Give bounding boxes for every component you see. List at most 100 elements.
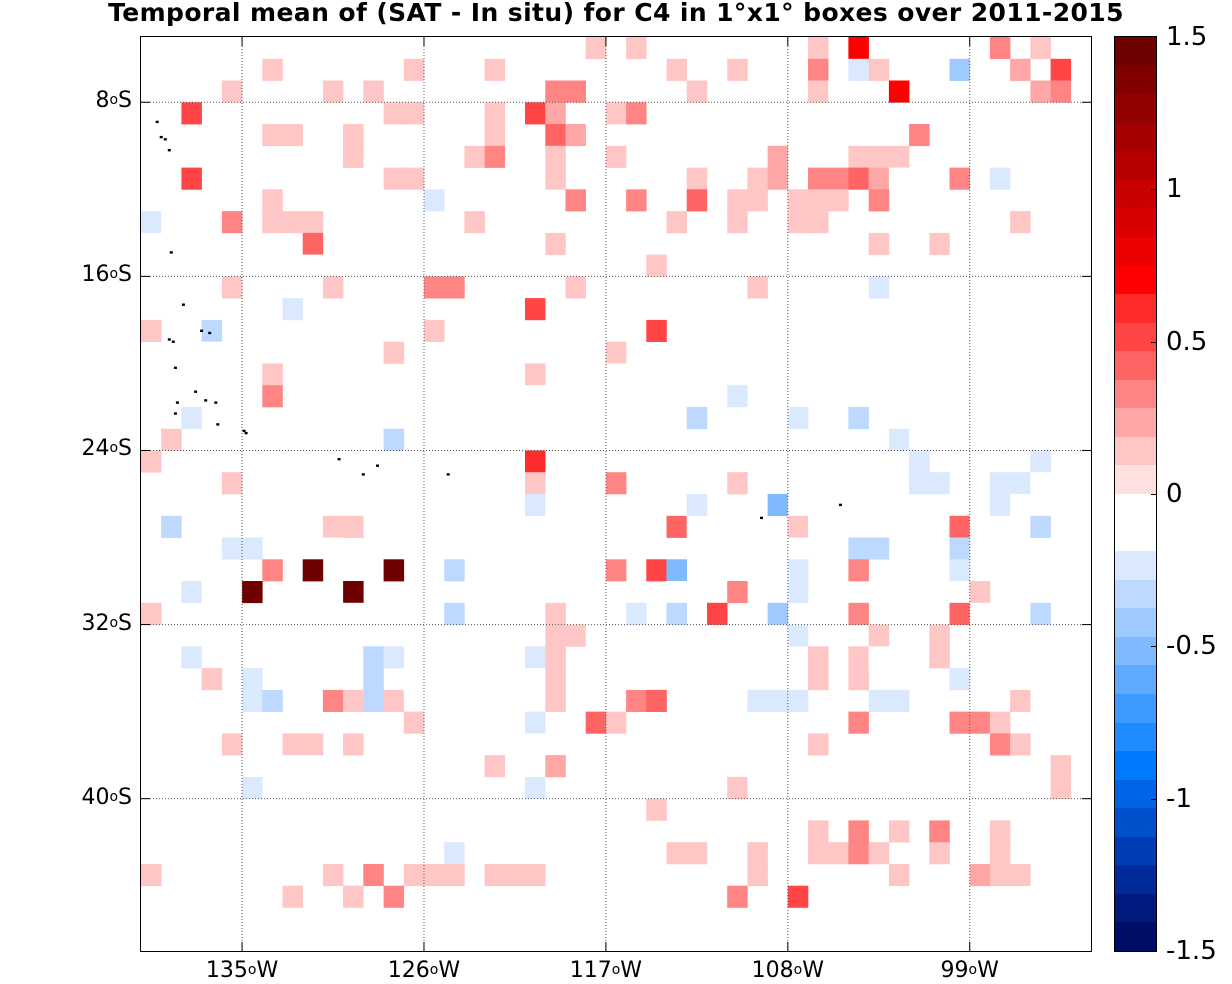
colorbar-segment xyxy=(1115,322,1156,352)
colorbar-segment xyxy=(1115,379,1156,409)
heatmap-cell xyxy=(666,515,687,538)
heatmap-cell xyxy=(808,494,829,517)
heatmap-cell xyxy=(181,494,202,517)
heatmap-cell xyxy=(1010,515,1031,538)
heatmap-cell xyxy=(585,711,607,734)
heatmap-cell xyxy=(282,124,303,147)
heatmap-cell xyxy=(525,668,546,691)
heatmap-cell xyxy=(868,624,890,647)
heatmap-cell xyxy=(808,189,829,212)
heatmap-cell xyxy=(989,864,1011,887)
island-marker xyxy=(242,429,246,433)
heatmap-cell xyxy=(727,385,748,408)
colorbar-segment xyxy=(1115,665,1156,695)
heatmap-cell xyxy=(848,37,869,60)
heatmap-cell xyxy=(444,864,465,887)
island-marker xyxy=(337,458,341,461)
heatmap-cell xyxy=(808,646,829,669)
heatmap-cell xyxy=(302,254,324,277)
heatmap-cell xyxy=(686,407,708,430)
island-marker xyxy=(167,338,171,341)
colorbar-segment xyxy=(1115,436,1156,467)
heatmap-cell xyxy=(969,602,991,625)
heatmap-cell xyxy=(302,755,324,778)
heatmap-cell xyxy=(949,537,970,560)
heatmap-cell xyxy=(343,885,364,908)
colorbar-segment xyxy=(1115,779,1156,809)
heatmap-cell xyxy=(868,145,890,168)
heatmap-cell xyxy=(302,624,324,647)
heatmap-cell xyxy=(1030,472,1051,495)
heatmap-cell xyxy=(343,733,364,756)
heatmap-cell xyxy=(626,689,647,712)
heatmap-cell xyxy=(767,602,789,625)
heatmap-cell xyxy=(848,646,869,669)
heatmap-cell xyxy=(949,798,970,821)
colorbar-segment xyxy=(1115,836,1156,866)
heatmap-cell xyxy=(707,602,728,625)
heatmap-cell xyxy=(565,276,586,299)
heatmap-cell xyxy=(848,537,869,560)
heatmap-cell xyxy=(666,58,687,81)
heatmap-cell xyxy=(727,189,748,212)
heatmap-cell xyxy=(949,602,970,625)
heatmap-cell xyxy=(787,559,809,582)
heatmap-cell xyxy=(808,58,829,81)
colorbar-tick-label: 1 xyxy=(1166,174,1183,205)
heatmap-cell xyxy=(848,842,869,865)
longitude-tick-label: 135oW xyxy=(205,958,279,983)
heatmap-cell xyxy=(767,624,789,647)
heatmap-cell xyxy=(848,167,869,190)
heatmap-cell xyxy=(322,80,344,103)
heatmap-cell xyxy=(848,668,869,691)
heatmap-cell xyxy=(343,145,364,168)
island-marker xyxy=(200,329,204,332)
heatmap-cell xyxy=(888,80,910,103)
heatmap-cell xyxy=(969,537,991,560)
heatmap-cell xyxy=(424,276,445,299)
heatmap-cell xyxy=(969,385,991,408)
heatmap-cell xyxy=(444,602,465,625)
heatmap-cell xyxy=(626,37,647,60)
heatmap-cell xyxy=(848,602,869,625)
heatmap-cell xyxy=(767,689,789,712)
heatmap-cell xyxy=(929,472,950,495)
heatmap-cell xyxy=(929,820,950,843)
colorbar-segment xyxy=(1115,408,1156,438)
heatmap-cell xyxy=(626,602,647,625)
map-plot-area xyxy=(140,36,1092,952)
island-marker xyxy=(167,149,171,152)
heatmap-cell xyxy=(747,167,768,190)
heatmap-cell xyxy=(848,559,869,582)
heatmap-cell xyxy=(444,668,465,691)
heatmap-cell xyxy=(545,494,566,517)
colorbar-segment xyxy=(1115,236,1156,267)
heatmap-cell xyxy=(322,842,344,865)
heatmap-cell xyxy=(767,145,789,168)
heatmap-cell xyxy=(828,842,849,865)
heatmap-cell xyxy=(424,537,445,560)
heatmap-cell xyxy=(969,864,991,887)
colorbar-segment xyxy=(1115,865,1156,895)
heatmap-cell xyxy=(989,494,1011,517)
heatmap-cell xyxy=(1030,515,1051,538)
heatmap-cell xyxy=(848,820,869,843)
heatmap-cell xyxy=(909,472,930,495)
island-marker xyxy=(175,401,179,404)
heatmap-cell xyxy=(221,211,243,234)
heatmap-cell xyxy=(424,646,445,669)
heatmap-cell xyxy=(989,37,1011,60)
heatmap-cell xyxy=(989,167,1011,190)
heatmap-cell xyxy=(1050,80,1072,103)
heatmap-cell xyxy=(686,515,708,538)
heatmap-cell xyxy=(444,842,465,865)
heatmap-cell xyxy=(525,776,546,799)
heatmap-cell xyxy=(909,450,930,473)
heatmap-cell xyxy=(989,711,1011,734)
heatmap-cell xyxy=(262,124,283,147)
heatmap-cell xyxy=(343,581,364,604)
heatmap-cell xyxy=(161,211,182,234)
heatmap-cell xyxy=(545,668,566,691)
heatmap-cell xyxy=(767,167,789,190)
colorbar-segment xyxy=(1115,551,1156,581)
